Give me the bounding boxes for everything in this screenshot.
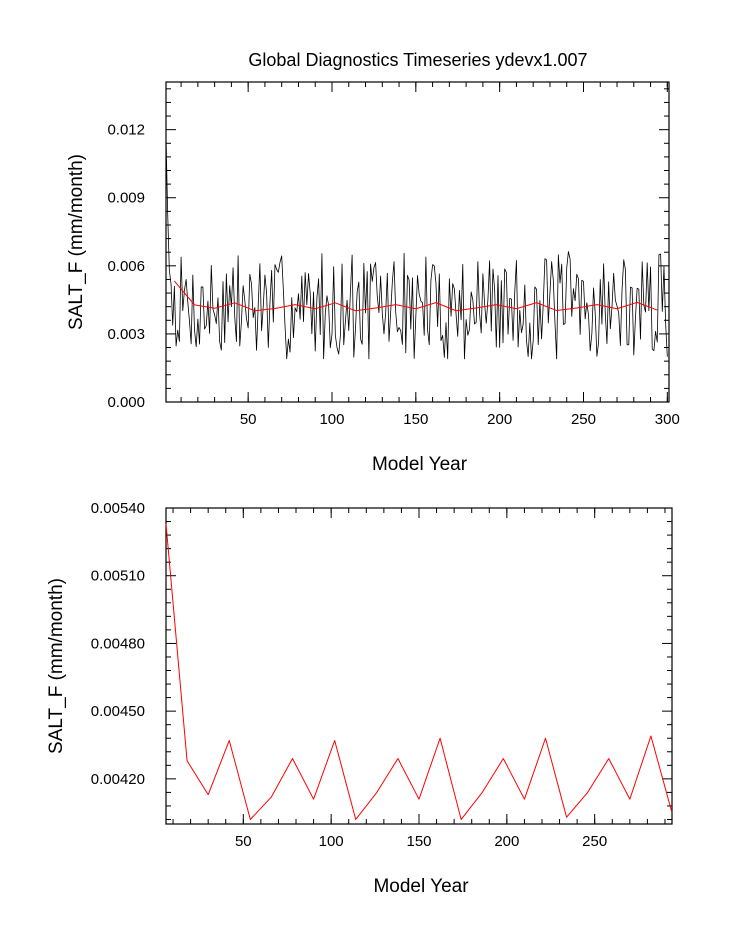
- y-tick-label: 0.012: [107, 122, 145, 139]
- y-tick-label: 0.00420: [91, 771, 145, 788]
- plot-frame: [165, 507, 673, 825]
- top-y-axis-label: SALT_F (mm/month): [66, 154, 87, 330]
- x-tick-label: 300: [655, 411, 680, 428]
- x-tick-label: 250: [582, 833, 607, 850]
- y-tick-label: 0.006: [107, 258, 145, 275]
- top-x-axis-label: Model Year: [372, 454, 468, 475]
- x-tick-label: 150: [406, 833, 431, 850]
- x-tick-label: 200: [487, 411, 512, 428]
- x-tick-label: 100: [319, 411, 344, 428]
- annual-series-line: [165, 136, 668, 360]
- y-tick-label: 0.00450: [91, 703, 145, 720]
- y-tick-label: 0.00510: [91, 568, 145, 585]
- x-tick-label: 50: [235, 833, 252, 850]
- bottom-panel: Model Year SALT_F (mm/month) 50 100 150 200…: [46, 500, 673, 897]
- x-tick-label: 50: [240, 411, 257, 428]
- trend-line-series: [173, 280, 658, 312]
- trend-line-series: [165, 523, 673, 820]
- y-tick-label: 0.000: [107, 394, 145, 411]
- chart-title: Global Diagnostics Timeseries ydevx1.007: [248, 50, 587, 70]
- top-panel: Model Year SALT_F (mm/month) 50 100 150 200…: [66, 81, 680, 475]
- x-tick-label: 150: [403, 411, 428, 428]
- x-tick-label: 100: [319, 833, 344, 850]
- y-tick-label: 0.00480: [91, 635, 145, 652]
- plot-frame: [165, 81, 670, 403]
- x-tick-label: 250: [571, 411, 596, 428]
- bottom-y-axis-label: SALT_F (mm/month): [46, 578, 67, 754]
- bottom-x-axis-label: Model Year: [373, 876, 469, 897]
- y-tick-label: 0.009: [107, 190, 145, 207]
- y-tick-label: 0.003: [107, 326, 145, 343]
- y-tick-label: 0.00540: [91, 500, 145, 517]
- x-tick-label: 200: [494, 833, 519, 850]
